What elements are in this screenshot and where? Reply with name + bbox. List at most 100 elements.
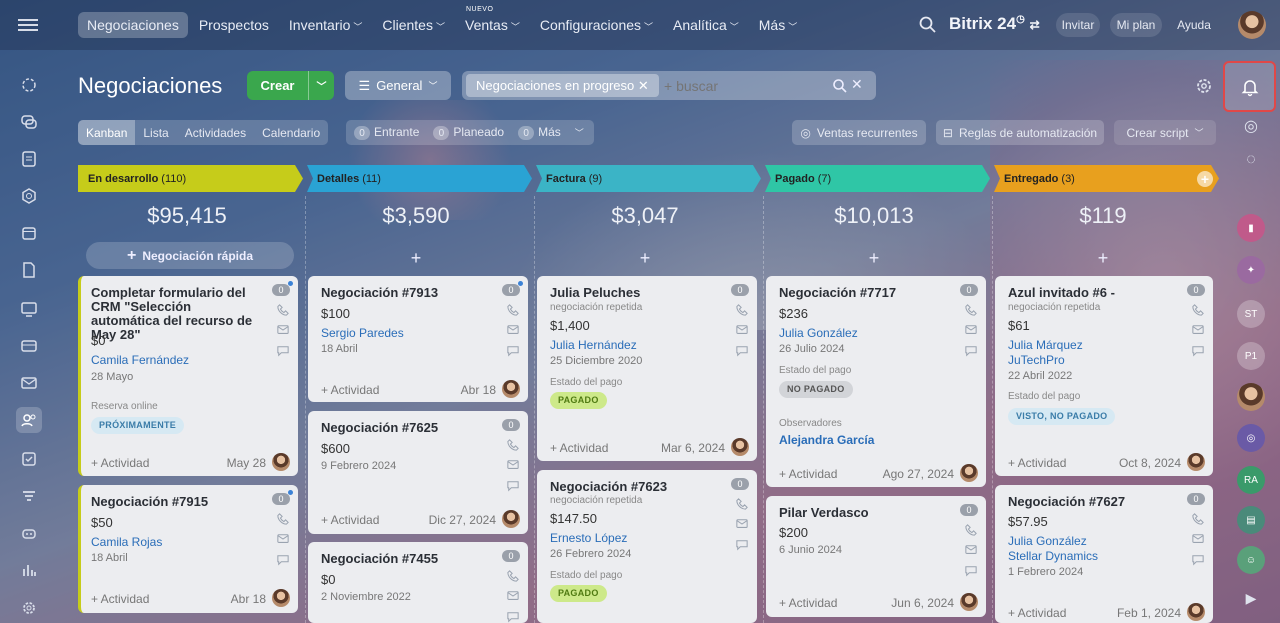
automation-rules-button[interactable]: ⊟ Reglas de automatización — [936, 120, 1104, 145]
add-deal-button[interactable]: + — [639, 248, 651, 268]
deal-card[interactable]: 0 Azul invitado #6 - negociación repetid… — [995, 276, 1213, 476]
pipeline-selector[interactable]: ☰ General ﹀ — [345, 71, 451, 100]
chat-icon[interactable] — [964, 345, 978, 357]
mail-icon[interactable] — [1191, 324, 1205, 336]
phone-icon[interactable] — [1191, 304, 1205, 316]
add-activity-button[interactable]: + Actividad — [321, 513, 380, 527]
column-header[interactable]: Entregado (3) + — [994, 165, 1219, 192]
view-tab-1[interactable]: Lista — [143, 126, 169, 140]
group-avatar-st[interactable]: ST — [1237, 300, 1265, 328]
chat-icon[interactable] — [506, 480, 520, 492]
add-activity-button[interactable]: + Actividad — [91, 456, 150, 470]
spiral-avatar-icon[interactable]: ◎ — [1237, 424, 1265, 452]
deal-card[interactable]: 0 Negociación #7455 $0 2 Noviembre 2022 — [308, 542, 528, 623]
phone-icon[interactable] — [276, 304, 290, 316]
bookmark-icon[interactable]: ▮ — [1237, 214, 1265, 242]
deal-card[interactable]: 0 Completar formulario del CRM "Selecció… — [78, 276, 298, 476]
add-activity-button[interactable]: + Actividad — [779, 467, 838, 481]
megaphone-icon[interactable]: ✦ — [1237, 256, 1265, 284]
phone-icon[interactable] — [735, 498, 749, 510]
card-contact[interactable]: Julia Hernández — [550, 338, 637, 352]
card-company[interactable]: Stellar Dynamics — [1008, 549, 1099, 563]
chat-icon[interactable] — [16, 109, 42, 135]
nav-item-7[interactable]: Más ﹀ — [750, 12, 806, 38]
add-activity-button[interactable]: + Actividad — [91, 592, 150, 606]
card-title[interactable]: Julia Peluches — [550, 285, 641, 300]
nav-item-4[interactable]: Ventas ﹀ NUEVO — [456, 6, 529, 38]
nav-item-2[interactable]: Inventario ﹀ — [280, 12, 372, 38]
user-avatar[interactable] — [1238, 11, 1266, 39]
mail-icon[interactable] — [506, 459, 520, 471]
clear-icon[interactable]: ✕ — [851, 76, 863, 92]
search-input[interactable] — [664, 76, 814, 96]
invite-button[interactable]: Invitar — [1056, 13, 1100, 37]
menu-icon[interactable] — [14, 16, 42, 34]
create-script-button[interactable]: Crear script ﹀ — [1114, 120, 1216, 145]
phone-icon[interactable] — [506, 439, 520, 451]
card-company[interactable]: JuTechPro — [1008, 353, 1065, 367]
add-activity-button[interactable]: + Actividad — [550, 441, 609, 455]
feed-icon[interactable] — [16, 146, 42, 172]
analytics-icon[interactable] — [16, 557, 42, 583]
counter-0[interactable]: 0 Entrante — [354, 125, 419, 141]
deal-card[interactable]: 0 Negociación #7623 negociación repetida… — [537, 470, 757, 623]
chevron-down-icon[interactable]: ﹀ — [308, 71, 334, 100]
add-deal-button[interactable]: + — [868, 248, 880, 268]
create-button[interactable]: Crear ﹀ — [247, 71, 334, 100]
add-column-icon[interactable]: + — [1197, 171, 1213, 187]
help-button[interactable]: Ayuda — [1177, 18, 1211, 32]
card-contact[interactable]: Camila Rojas — [91, 535, 163, 549]
document-icon[interactable] — [16, 257, 42, 283]
card-title[interactable]: Negociación #7627 — [1008, 494, 1126, 509]
column-header[interactable]: En desarrollo (110) — [78, 165, 303, 192]
mail-icon[interactable] — [735, 518, 749, 530]
calendar-icon[interactable] — [16, 220, 42, 246]
observer-name[interactable]: Alejandra García — [779, 433, 875, 447]
tasks-icon[interactable] — [16, 446, 42, 472]
card-contact[interactable]: Camila Fernández — [91, 353, 190, 367]
filter-search-box[interactable]: Negociaciones en progreso ✕ ✕ — [462, 71, 876, 100]
card-icon[interactable] — [16, 333, 42, 359]
deal-card[interactable]: 0 Negociación #7625 $600 9 Febrero 2024 … — [308, 411, 528, 534]
mail-icon[interactable] — [964, 324, 978, 336]
video-icon[interactable]: ▶ — [1245, 590, 1257, 606]
phone-icon[interactable] — [735, 304, 749, 316]
nav-item-0[interactable]: Negociaciones — [78, 12, 188, 38]
notifications-button[interactable] — [1223, 61, 1276, 112]
phone-icon[interactable] — [1191, 513, 1205, 525]
robot-icon[interactable] — [16, 520, 42, 546]
nav-item-5[interactable]: Configuraciones ﹀ — [531, 12, 662, 38]
quick-deal-button[interactable]: + Negociación rápida — [86, 242, 294, 269]
card-contact[interactable]: Julia González — [1008, 534, 1087, 548]
column-header[interactable]: Detalles (11) — [307, 165, 532, 192]
card-contact[interactable]: Julia Márquez — [1008, 338, 1083, 352]
phone-icon[interactable] — [964, 304, 978, 316]
phone-icon[interactable] — [506, 304, 520, 316]
mail-icon[interactable] — [964, 544, 978, 556]
mail-icon[interactable] — [506, 590, 520, 602]
column-header[interactable]: Pagado (7) — [765, 165, 990, 192]
chat-icon[interactable] — [735, 539, 749, 551]
counter-1[interactable]: 0 Planeado — [433, 125, 504, 141]
board-icon[interactable] — [16, 296, 42, 322]
mail-icon[interactable] — [276, 324, 290, 336]
channel-avatar-icon[interactable]: ▤ — [1237, 506, 1265, 534]
chat-icon[interactable] — [1191, 554, 1205, 566]
my-plan-button[interactable]: Mi plan — [1110, 13, 1162, 37]
view-tab-3[interactable]: Calendario — [262, 126, 321, 140]
card-contact[interactable]: Ernesto López — [550, 531, 628, 545]
mail-icon[interactable] — [506, 324, 520, 336]
add-deal-button[interactable]: + — [410, 248, 422, 268]
settings-icon[interactable] — [16, 595, 42, 621]
deal-card[interactable]: 0 Negociación #7915 $50 Camila Rojas 18 … — [78, 485, 298, 613]
add-activity-button[interactable]: + Actividad — [321, 383, 380, 397]
sparkle-icon[interactable] — [16, 72, 42, 98]
add-activity-button[interactable]: + Actividad — [779, 596, 838, 610]
nav-item-1[interactable]: Prospectos — [190, 12, 278, 38]
chat-search-icon[interactable]: ◌ — [1246, 151, 1256, 168]
contact-avatar[interactable] — [1237, 383, 1265, 411]
counter-2[interactable]: 0 Más — [518, 125, 561, 141]
nav-item-3[interactable]: Clientes ﹀ — [373, 12, 454, 38]
deal-card[interactable]: 0 Pilar Verdasco $200 6 Junio 2024 + Act… — [766, 496, 986, 617]
card-title[interactable]: Negociación #7913 — [321, 285, 439, 300]
